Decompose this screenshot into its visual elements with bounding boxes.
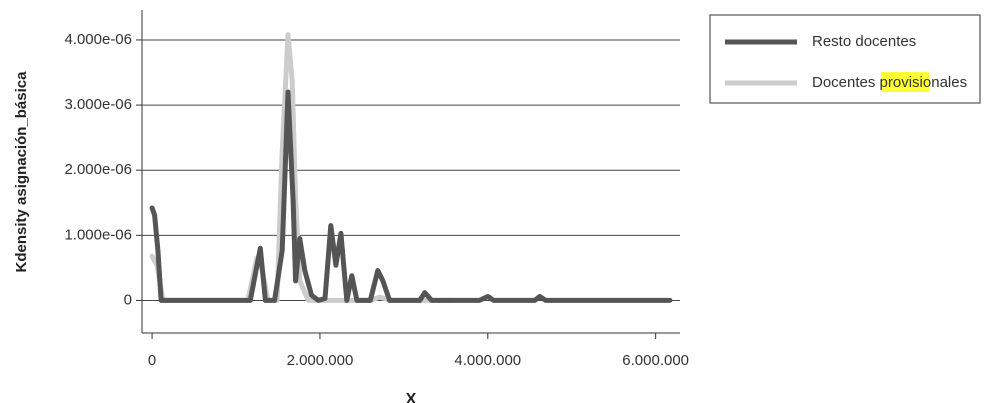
density-line bbox=[149, 89, 673, 303]
legend-box bbox=[709, 14, 981, 104]
x-tick-label: 2.000.000 bbox=[287, 352, 354, 369]
x-tick-label: 4.000.000 bbox=[454, 352, 521, 369]
y-tick-label: 3.000e-06 bbox=[64, 96, 132, 113]
y-tick-label: 1.000e-06 bbox=[64, 226, 132, 243]
y-axis-title: Kdensity asignación_básica bbox=[13, 71, 30, 273]
y-tick-label: 4.000e-06 bbox=[64, 31, 132, 48]
legend-label: Resto docentes bbox=[812, 33, 916, 50]
x-tick-label: 0 bbox=[148, 352, 156, 369]
y-tick-label: 0 bbox=[124, 291, 132, 308]
highlight bbox=[881, 72, 929, 92]
x-tick-label: 6.000.000 bbox=[622, 352, 689, 369]
y-tick-label: 2.000e-06 bbox=[64, 161, 132, 178]
x-axis-title: X bbox=[406, 391, 417, 403]
legend-label: Docentes provisionales bbox=[812, 74, 967, 91]
